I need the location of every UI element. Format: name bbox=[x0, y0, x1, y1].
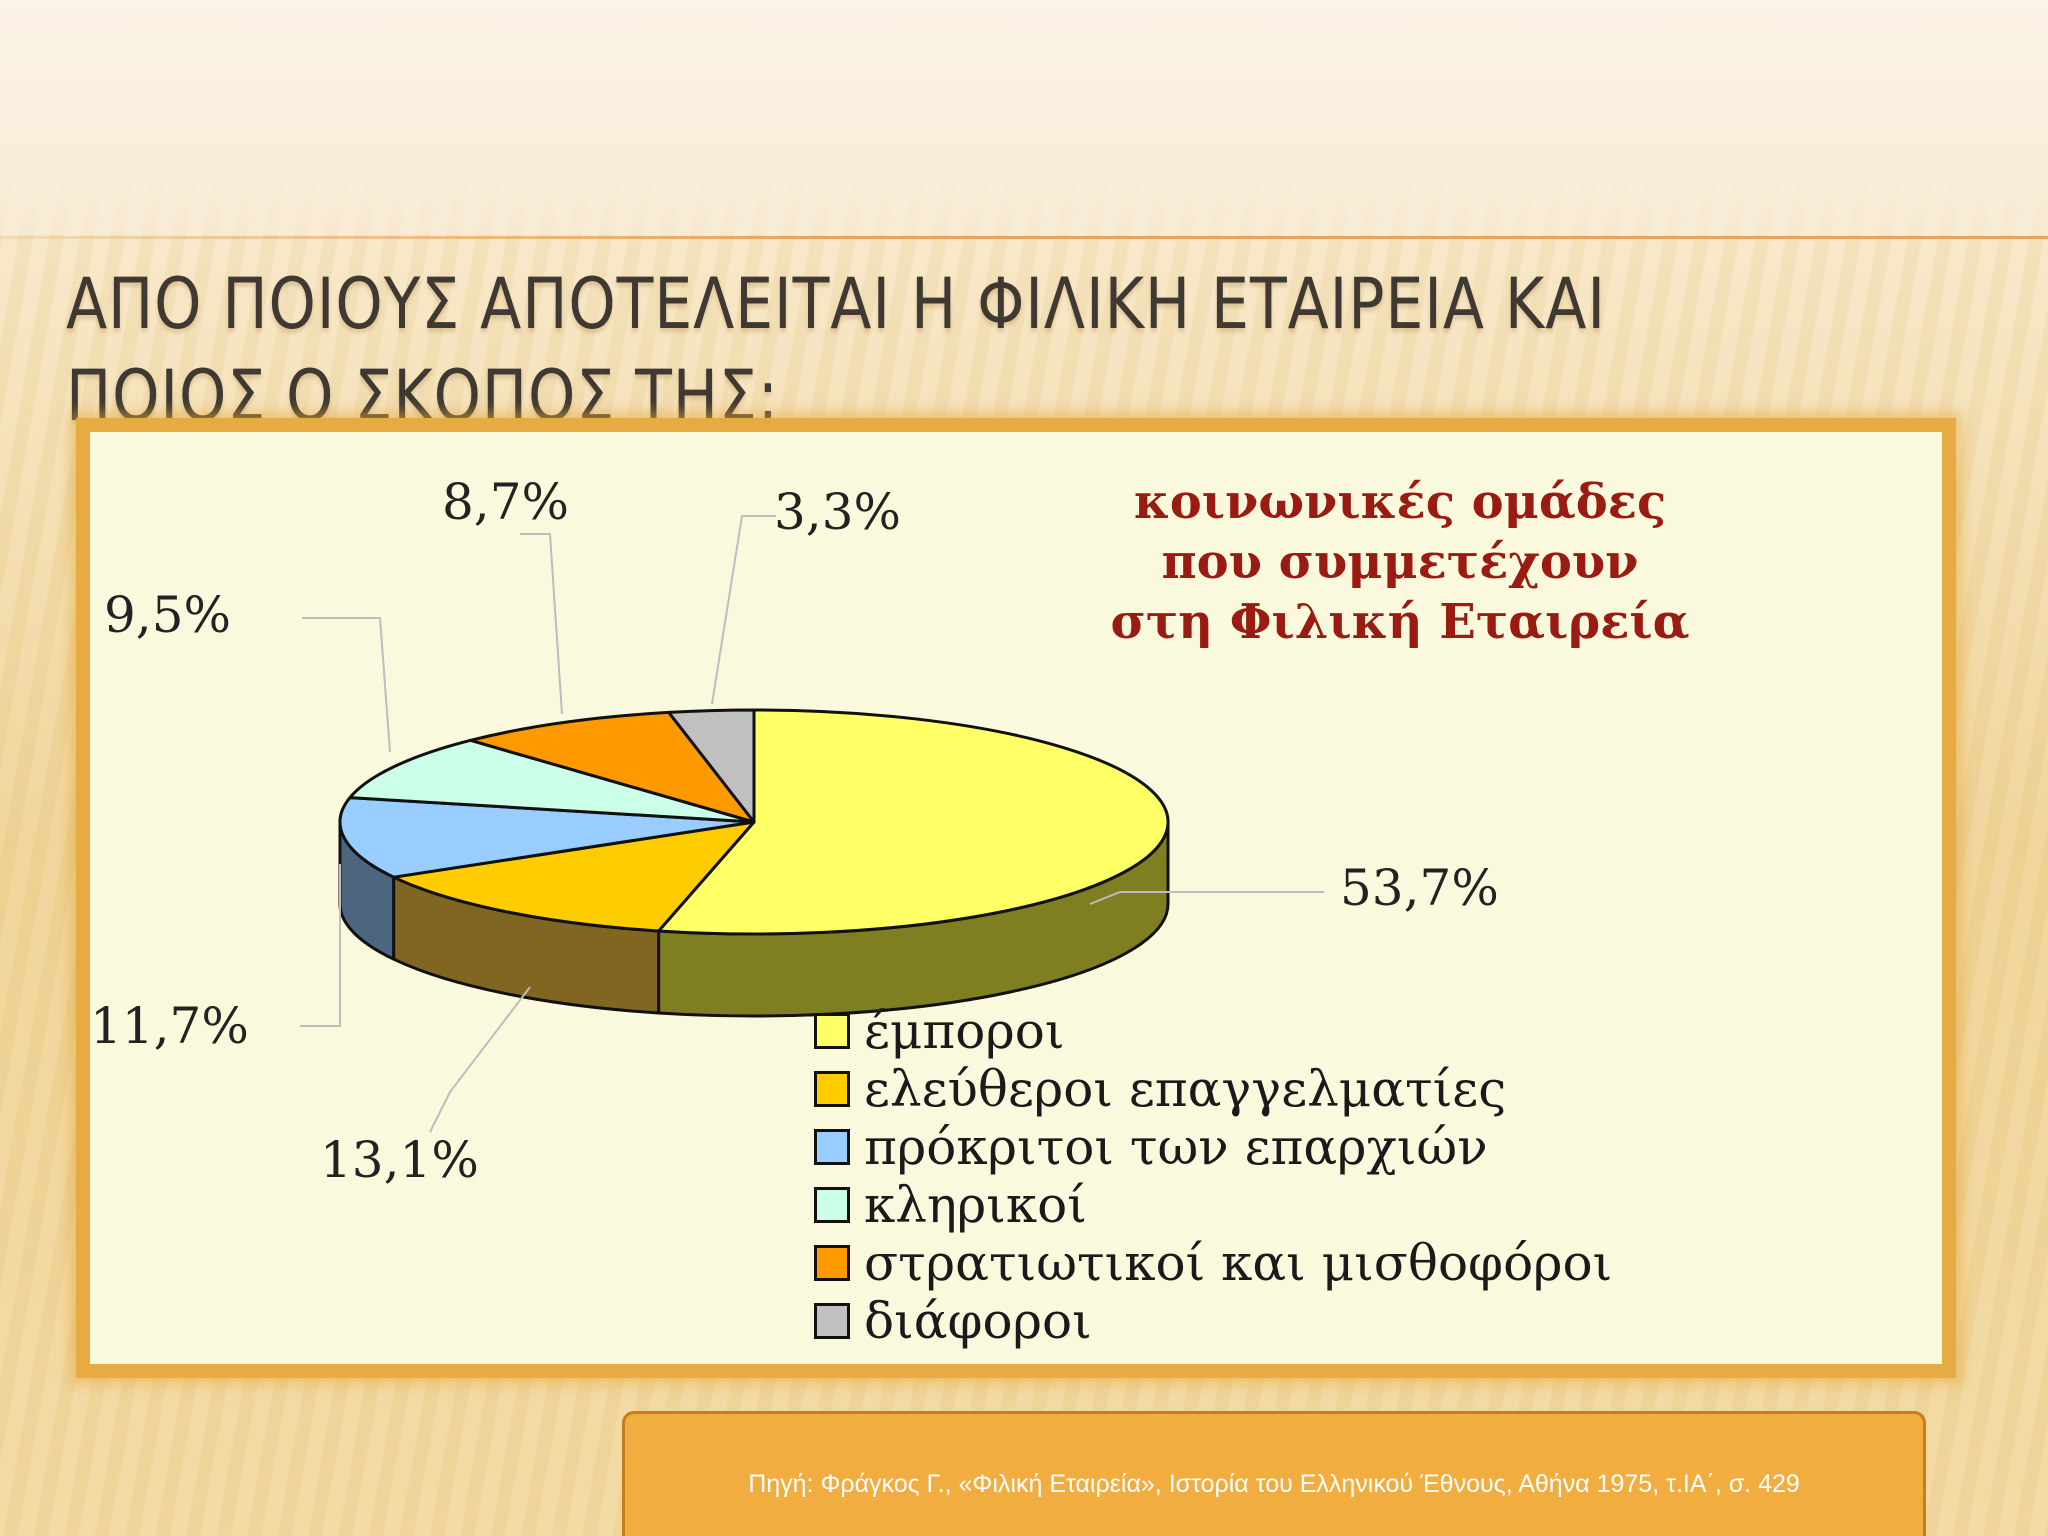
source-citation: Πηγή: Φράγκος Γ., «Φιλική Εταιρεία», Ιστ… bbox=[748, 1470, 1800, 1498]
leader-line-clergy bbox=[302, 617, 391, 753]
pie-chart bbox=[300, 515, 1324, 1133]
pie-slice-merchants bbox=[657, 708, 1170, 936]
legend-item-merchants: έμποροι bbox=[814, 1002, 1914, 1060]
legend-label: διάφοροι bbox=[864, 1292, 1092, 1350]
chart-frame: κοινωνικές ομάδες που συμμετέχουν στη Φι… bbox=[76, 418, 1956, 1378]
pie-slice-various bbox=[667, 708, 756, 824]
leader-line-merchants bbox=[1089, 891, 1324, 905]
legend-label: πρόκριτοι των επαρχιών bbox=[864, 1118, 1488, 1176]
chart-title: κοινωνικές ομάδες που συμμετέχουν στη Φι… bbox=[1100, 472, 1700, 652]
pct-label-merchants: 53,7% bbox=[1340, 859, 1499, 917]
legend-swatch bbox=[814, 1245, 850, 1281]
pie-slice-military bbox=[469, 710, 756, 824]
legend-label: ελεύθεροι επαγγελματίες bbox=[864, 1060, 1507, 1118]
legend-swatch bbox=[814, 1187, 850, 1223]
legend-swatch bbox=[814, 1071, 850, 1107]
source-box: Πηγή: Φράγκος Γ., «Φιλική Εταιρεία», Ιστ… bbox=[622, 1411, 1926, 1536]
legend-swatch bbox=[814, 1129, 850, 1165]
legend-label: κληρικοί bbox=[864, 1176, 1087, 1234]
leader-line-military bbox=[520, 533, 563, 715]
legend-label: στρατιωτικοί και μισθοφόροι bbox=[864, 1234, 1613, 1292]
legend-item-various: διάφοροι bbox=[814, 1292, 1914, 1350]
legend-item-clergy: κληρικοί bbox=[814, 1176, 1914, 1234]
legend-label: έμποροι bbox=[864, 1002, 1065, 1060]
pie-slice-clergy bbox=[348, 738, 756, 824]
legend-swatch bbox=[814, 1303, 850, 1339]
chart-title-line-3: στη Φιλική Εταιρεία bbox=[1110, 594, 1690, 650]
chart-legend: έμποροι ελεύθεροι επαγγελματίες πρόκριτο… bbox=[814, 1002, 1914, 1350]
pct-label-professionals: 13,1% bbox=[320, 1131, 479, 1189]
pct-label-notables: 11,7% bbox=[90, 997, 249, 1055]
leader-line-professionals bbox=[429, 986, 531, 1133]
pct-label-clergy: 9,5% bbox=[104, 586, 232, 644]
title-rule bbox=[0, 236, 2048, 239]
slide-title-line-1: ΑΠΟ ΠΟΙΟΥΣ ΑΠΟΤΕΛΕΙΤΑΙ Η ΦΙΛΙΚΗ ΕΤΑΙΡΕΙΑ… bbox=[66, 263, 1606, 345]
chart-panel: κοινωνικές ομάδες που συμμετέχουν στη Φι… bbox=[90, 432, 1942, 1364]
pct-label-various: 3,3% bbox=[774, 483, 902, 541]
chart-title-line-1: κοινωνικές ομάδες bbox=[1133, 474, 1667, 530]
legend-item-military: στρατιωτικοί και μισθοφόροι bbox=[814, 1234, 1914, 1292]
pie-slice-notables bbox=[338, 796, 756, 879]
legend-swatch bbox=[814, 1013, 850, 1049]
chart-title-line-2: που συμμετέχουν bbox=[1161, 534, 1639, 590]
pie-slice-professionals bbox=[392, 820, 756, 933]
leader-line-various bbox=[711, 515, 776, 705]
legend-item-professionals: ελεύθεροι επαγγελματίες bbox=[814, 1060, 1914, 1118]
header-wash bbox=[0, 0, 2048, 235]
pct-label-military: 8,7% bbox=[442, 473, 570, 531]
legend-item-notables: πρόκριτοι των επαρχιών bbox=[814, 1118, 1914, 1176]
leader-line-notables bbox=[300, 864, 341, 1027]
slide-title: ΑΠΟ ΠΟΙΟΥΣ ΑΠΟΤΕΛΕΙΤΑΙ Η ΦΙΛΙΚΗ ΕΤΑΙΡΕΙΑ… bbox=[66, 258, 1700, 442]
